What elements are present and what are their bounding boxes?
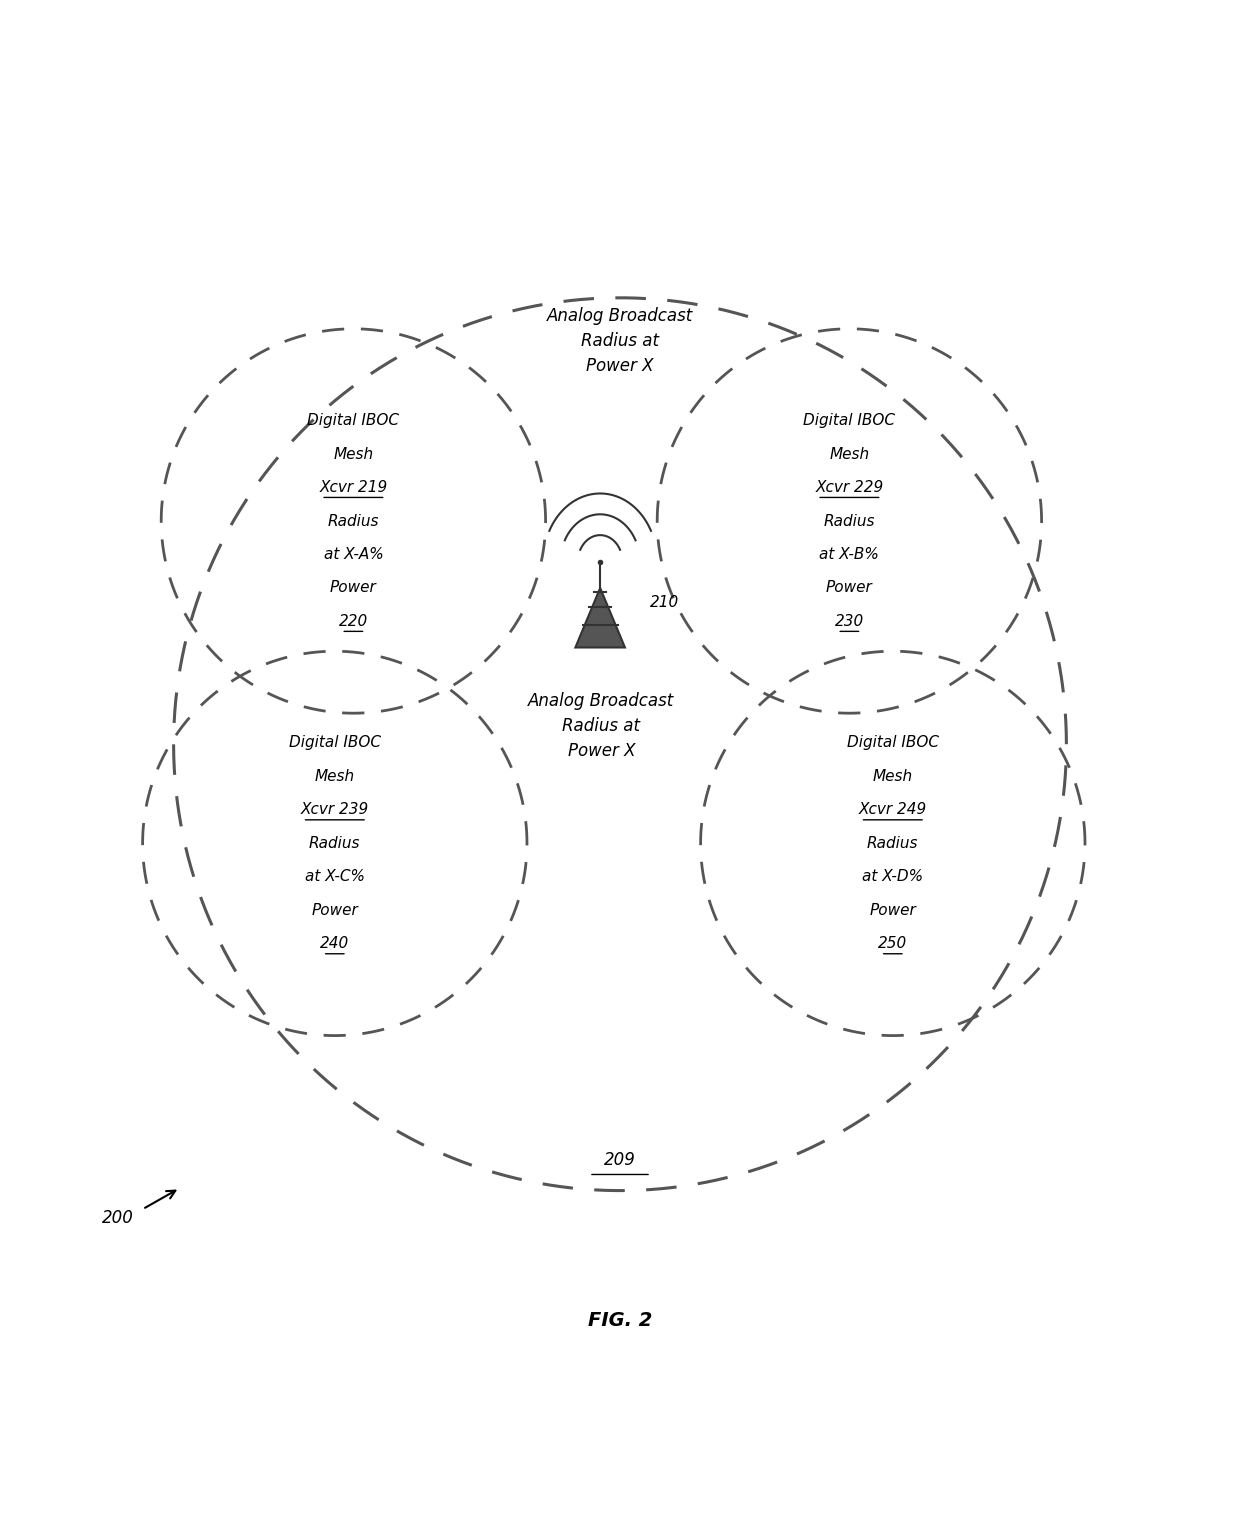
Text: 200: 200 [102, 1209, 134, 1227]
Text: Power: Power [311, 903, 358, 918]
Text: Radius: Radius [309, 835, 361, 851]
Text: 220: 220 [339, 614, 368, 629]
Text: Power: Power [330, 580, 377, 595]
Text: Radius: Radius [327, 514, 379, 529]
Text: at X-D%: at X-D% [862, 869, 924, 884]
Text: 240: 240 [320, 937, 350, 952]
Text: 210: 210 [650, 595, 680, 611]
Text: Mesh: Mesh [315, 769, 355, 784]
Text: Analog Broadcast
Radius at
Power X: Analog Broadcast Radius at Power X [528, 692, 675, 760]
Text: at X-C%: at X-C% [305, 869, 365, 884]
Text: Xcvr 239: Xcvr 239 [300, 803, 370, 817]
Text: at X-B%: at X-B% [820, 548, 879, 561]
Text: Power: Power [826, 580, 873, 595]
Text: Digital IBOC: Digital IBOC [804, 414, 895, 428]
Text: Mesh: Mesh [873, 769, 913, 784]
Text: Digital IBOC: Digital IBOC [289, 735, 381, 751]
Text: Xcvr 219: Xcvr 219 [319, 480, 388, 495]
Text: 250: 250 [878, 937, 908, 952]
Text: Mesh: Mesh [830, 446, 869, 461]
Text: Digital IBOC: Digital IBOC [847, 735, 939, 751]
Text: Xcvr 249: Xcvr 249 [858, 803, 928, 817]
Text: 209: 209 [604, 1150, 636, 1169]
Polygon shape [575, 588, 625, 647]
Text: Mesh: Mesh [334, 446, 373, 461]
Text: Radius: Radius [867, 835, 919, 851]
Text: Radius: Radius [823, 514, 875, 529]
Text: 230: 230 [835, 614, 864, 629]
Text: Power: Power [869, 903, 916, 918]
Text: Analog Broadcast
Radius at
Power X: Analog Broadcast Radius at Power X [547, 308, 693, 375]
Text: at X-A%: at X-A% [324, 548, 383, 561]
Text: Xcvr 229: Xcvr 229 [815, 480, 884, 495]
Text: Digital IBOC: Digital IBOC [308, 414, 399, 428]
Text: FIG. 2: FIG. 2 [588, 1312, 652, 1330]
